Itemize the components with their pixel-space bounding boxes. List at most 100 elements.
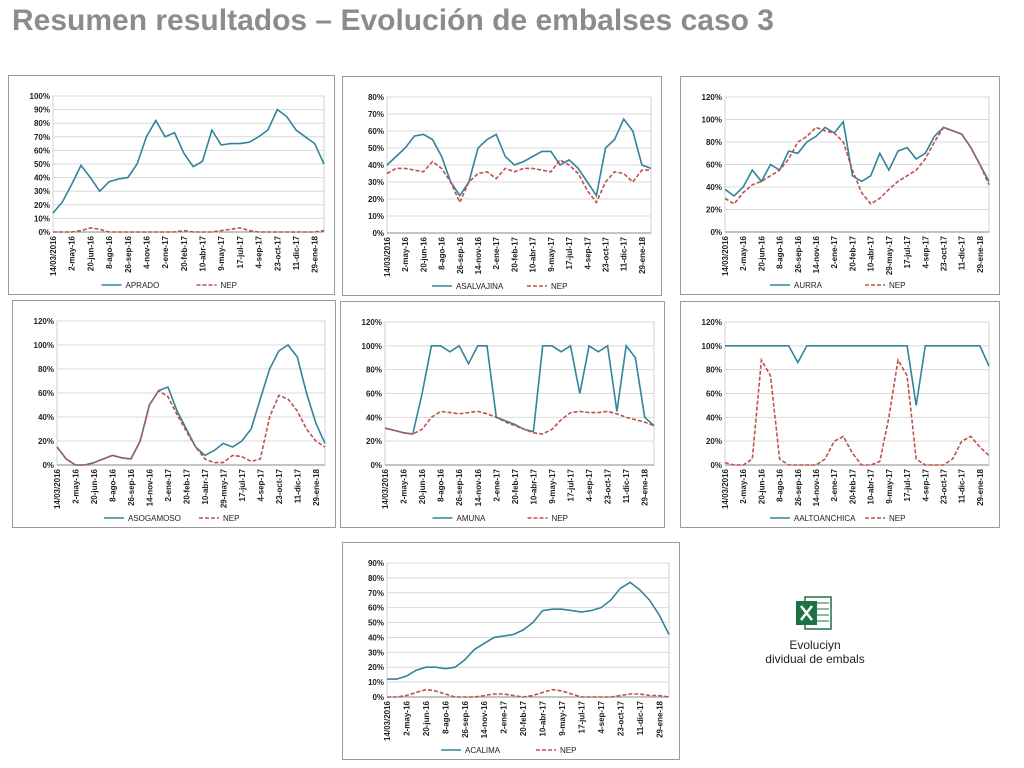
chart: 0% 10% 20% 30% 40% 50% 60% 70% 80% 90% 100% 14/03/2… [30, 92, 325, 290]
x-tick-label: 17-jul-17 [238, 468, 247, 501]
x-tick-label: 23-oct-17 [275, 468, 284, 504]
x-tick-label: 10-abr-17 [867, 468, 876, 504]
series-line [384, 410, 655, 435]
x-tick-label: 20-jun-16 [419, 236, 428, 272]
y-tick-label: 0% [710, 228, 722, 237]
x-tick-label: 29-ene-18 [311, 235, 320, 272]
x-tick-label: 26-sep-16 [127, 468, 136, 505]
x-tick-label: 20-jun-16 [422, 700, 431, 736]
x-tick-label: 26-sep-16 [455, 468, 464, 505]
x-tick-label: 23-oct-17 [601, 236, 610, 272]
x-tick-label: 8-ago-16 [776, 235, 785, 268]
x-tick-label: 4-sep-17 [921, 235, 930, 268]
y-tick-label: 60% [34, 146, 50, 155]
x-tick-label: 2-ene-17 [500, 700, 509, 733]
y-tick-label: 80% [368, 93, 384, 102]
y-tick-label: 80% [34, 119, 50, 128]
y-tick-label: 60% [368, 127, 384, 136]
series-line [53, 227, 325, 233]
x-tick-label: 11-dic-17 [292, 235, 301, 270]
x-tick-label: 20-feb-17 [511, 468, 520, 504]
y-tick-label: 120% [702, 318, 722, 327]
x-tick-label: 29-may-17 [219, 468, 228, 508]
y-tick-label: 20% [706, 206, 722, 215]
x-tick-label: 29-ene-18 [312, 468, 321, 505]
x-tick-label: 8-ago-16 [776, 468, 785, 501]
chart-panel: 0% 20% 40% 60% 80% 100% 120% 14/03/2016 2-may-16… [12, 300, 336, 528]
x-tick-label: 20-feb-17 [510, 236, 519, 272]
y-tick-label: 100% [30, 92, 50, 101]
y-tick-label: 0% [372, 229, 384, 238]
x-tick-label: 14-nov-16 [474, 468, 483, 506]
chart-panel: 0% 20% 40% 60% 80% 100% 120% 14/03/2016 2-may-16… [340, 301, 665, 528]
x-tick-label: 2-may-16 [401, 236, 410, 271]
x-tick-label: 23-oct-17 [939, 235, 948, 271]
x-tick-label: 2-ene-17 [164, 468, 173, 501]
x-tick-label: 2-may-16 [402, 700, 411, 735]
y-tick-label: 40% [366, 413, 382, 422]
legend-label: ACALIMA [465, 746, 501, 755]
chart-panel: 0% 20% 40% 60% 80% 100% 120% 14/03/2016 2-may-16… [680, 76, 1000, 295]
x-tick-label: 2-may-16 [739, 468, 748, 503]
series-line [724, 357, 990, 466]
y-tick-label: 30% [368, 178, 384, 187]
x-tick-label: 17-jul-17 [577, 700, 586, 733]
x-tick-label: 23-oct-17 [273, 235, 282, 271]
x-tick-label: 4-sep-17 [585, 468, 594, 501]
y-tick-label: 60% [368, 604, 384, 613]
x-tick-label: 11-dic-17 [958, 235, 967, 270]
legend-label: NEP [889, 514, 905, 523]
y-tick-label: 60% [706, 161, 722, 170]
y-tick-label: 0% [370, 461, 382, 470]
x-tick-label: 17-jul-17 [565, 236, 574, 269]
x-tick-label: 20-jun-16 [757, 235, 766, 271]
x-tick-label: 26-sep-16 [124, 235, 133, 272]
y-tick-label: 100% [362, 342, 382, 351]
x-tick-label: 20-jun-16 [86, 235, 95, 271]
y-tick-label: 0% [710, 461, 722, 470]
x-tick-label: 9-may-17 [885, 468, 894, 503]
badge-x [800, 605, 813, 621]
x-tick-label: 4-sep-17 [921, 468, 930, 501]
chart: 0% 20% 40% 60% 80% 100% 120% 14/03/2016 2-may-16… [702, 93, 990, 290]
y-tick-label: 90% [368, 559, 384, 568]
y-tick-label: 120% [362, 318, 382, 327]
y-tick-label: 80% [706, 138, 722, 147]
y-tick-label: 20% [366, 437, 382, 446]
x-tick-label: 14/03/2016 [53, 468, 62, 509]
x-tick-label: 20-feb-17 [848, 468, 857, 504]
y-tick-label: 70% [34, 133, 50, 142]
x-tick-label: 26-sep-16 [456, 236, 465, 273]
x-tick-label: 8-ago-16 [441, 700, 450, 733]
x-tick-label: 2-may-16 [739, 235, 748, 270]
x-tick-label: 8-ago-16 [437, 468, 446, 501]
y-tick-label: 70% [368, 589, 384, 598]
x-tick-label: 9-may-17 [217, 235, 226, 270]
x-tick-label: 8-ago-16 [108, 468, 117, 501]
x-tick-label: 4-sep-17 [256, 468, 265, 501]
excel-icon[interactable] [795, 595, 835, 631]
x-tick-label: 14-nov-16 [480, 700, 489, 738]
x-tick-label: 10-abr-17 [867, 235, 876, 271]
x-tick-label: 20-jun-16 [757, 468, 766, 504]
y-tick-label: 80% [706, 366, 722, 375]
x-tick-label: 11-dic-17 [293, 468, 302, 503]
y-tick-label: 90% [34, 106, 50, 115]
y-tick-label: 60% [38, 389, 54, 398]
y-tick-label: 120% [34, 317, 54, 326]
x-tick-label: 4-nov-16 [142, 235, 151, 268]
chart-panel: 0% 10% 20% 30% 40% 50% 60% 70% 80% 90% 100% 14/03/2… [8, 75, 335, 295]
y-tick-label: 40% [368, 161, 384, 170]
x-tick-label: 14/03/2016 [381, 468, 390, 509]
legend-label: AALTOANCHICA [794, 514, 856, 523]
attachment-caption[interactable]: Evoluciyn dividual de embals [740, 638, 890, 666]
y-tick-label: 100% [34, 341, 54, 350]
x-tick-label: 2-ene-17 [492, 468, 501, 501]
x-tick-label: 29-ene-18 [976, 468, 985, 505]
x-tick-label: 14/03/2016 [49, 235, 58, 276]
x-tick-label: 14/03/2016 [383, 700, 392, 741]
x-tick-label: 20-feb-17 [180, 235, 189, 271]
series-line [56, 343, 326, 466]
series-line [386, 117, 652, 198]
